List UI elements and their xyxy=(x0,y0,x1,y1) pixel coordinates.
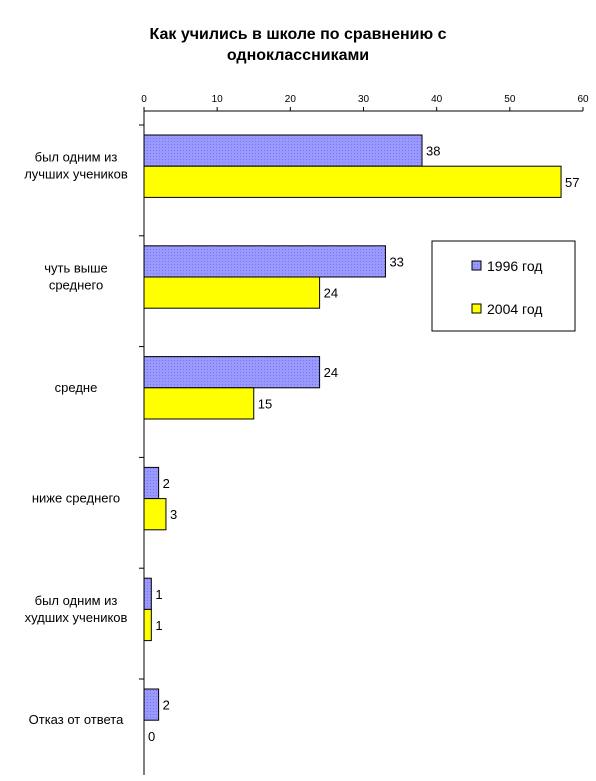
category-label: был одним из худших учеников xyxy=(25,593,128,625)
bar-1996 xyxy=(143,466,160,500)
category-label-line: чуть выше xyxy=(44,261,108,276)
category-label-line: среднего xyxy=(49,278,103,293)
data-label: 1 xyxy=(155,618,162,633)
category-label-line: ниже среднего xyxy=(32,491,120,506)
legend-label: 1996 год xyxy=(487,258,542,274)
bar-1996 xyxy=(143,134,423,167)
data-label: 1 xyxy=(155,587,162,602)
bar-2004 xyxy=(143,165,562,198)
x-tick-label: 30 xyxy=(358,94,370,105)
data-label: 0 xyxy=(148,729,155,744)
legend: 1996 год 2004 год xyxy=(431,240,576,332)
category-label: чуть выше среднего xyxy=(44,261,108,293)
x-tick-label: 0 xyxy=(141,94,147,105)
bar-2004 xyxy=(143,608,152,642)
chart-title-line-2: одноклассниками xyxy=(226,47,370,64)
bar-1996 xyxy=(143,356,321,389)
data-label: 3 xyxy=(170,507,177,522)
x-tick-label: 10 xyxy=(212,94,224,105)
data-label: 24 xyxy=(324,286,338,301)
bar-1996 xyxy=(143,577,152,610)
legend-box xyxy=(431,240,576,332)
bar-2004 xyxy=(143,387,255,420)
chart-title-line-1: Как учились в школе по сравнению с xyxy=(149,26,447,43)
category-label: ниже среднего xyxy=(32,491,120,506)
category-label-line: худших учеников xyxy=(25,610,128,625)
category-label-line: Отказ от ответа xyxy=(29,712,124,727)
x-tick-label: 50 xyxy=(504,94,516,105)
legend-label: 2004 год xyxy=(487,301,542,317)
category-label: Отказ от ответа xyxy=(29,712,124,727)
legend-swatch-2004 xyxy=(471,303,482,314)
data-label: 57 xyxy=(565,175,579,190)
data-label: 24 xyxy=(324,365,338,380)
data-label: 15 xyxy=(258,396,272,411)
legend-swatch-1996 xyxy=(471,260,482,271)
data-label: 2 xyxy=(163,476,170,491)
x-tick-label: 20 xyxy=(285,94,297,105)
bar-1996 xyxy=(143,245,386,278)
bar-1996 xyxy=(143,688,160,721)
category-label-line: был одним из xyxy=(35,150,118,165)
data-label: 33 xyxy=(389,254,403,269)
category-label: был одним из лучших учеников xyxy=(24,150,128,182)
data-label: 2 xyxy=(163,698,170,713)
x-tick-label: 60 xyxy=(577,94,589,105)
category-label-line: средне xyxy=(55,380,98,395)
category-label-line: лучших учеников xyxy=(24,167,128,182)
chart-title: Как учились в школе по сравнению с однок… xyxy=(0,24,596,66)
x-tick-label: 40 xyxy=(431,94,443,105)
data-label: 38 xyxy=(426,144,440,159)
bar-2004 xyxy=(143,276,321,309)
category-label-line: был одним из xyxy=(35,593,118,608)
category-label: средне xyxy=(55,380,98,395)
bar-2004 xyxy=(143,498,167,531)
